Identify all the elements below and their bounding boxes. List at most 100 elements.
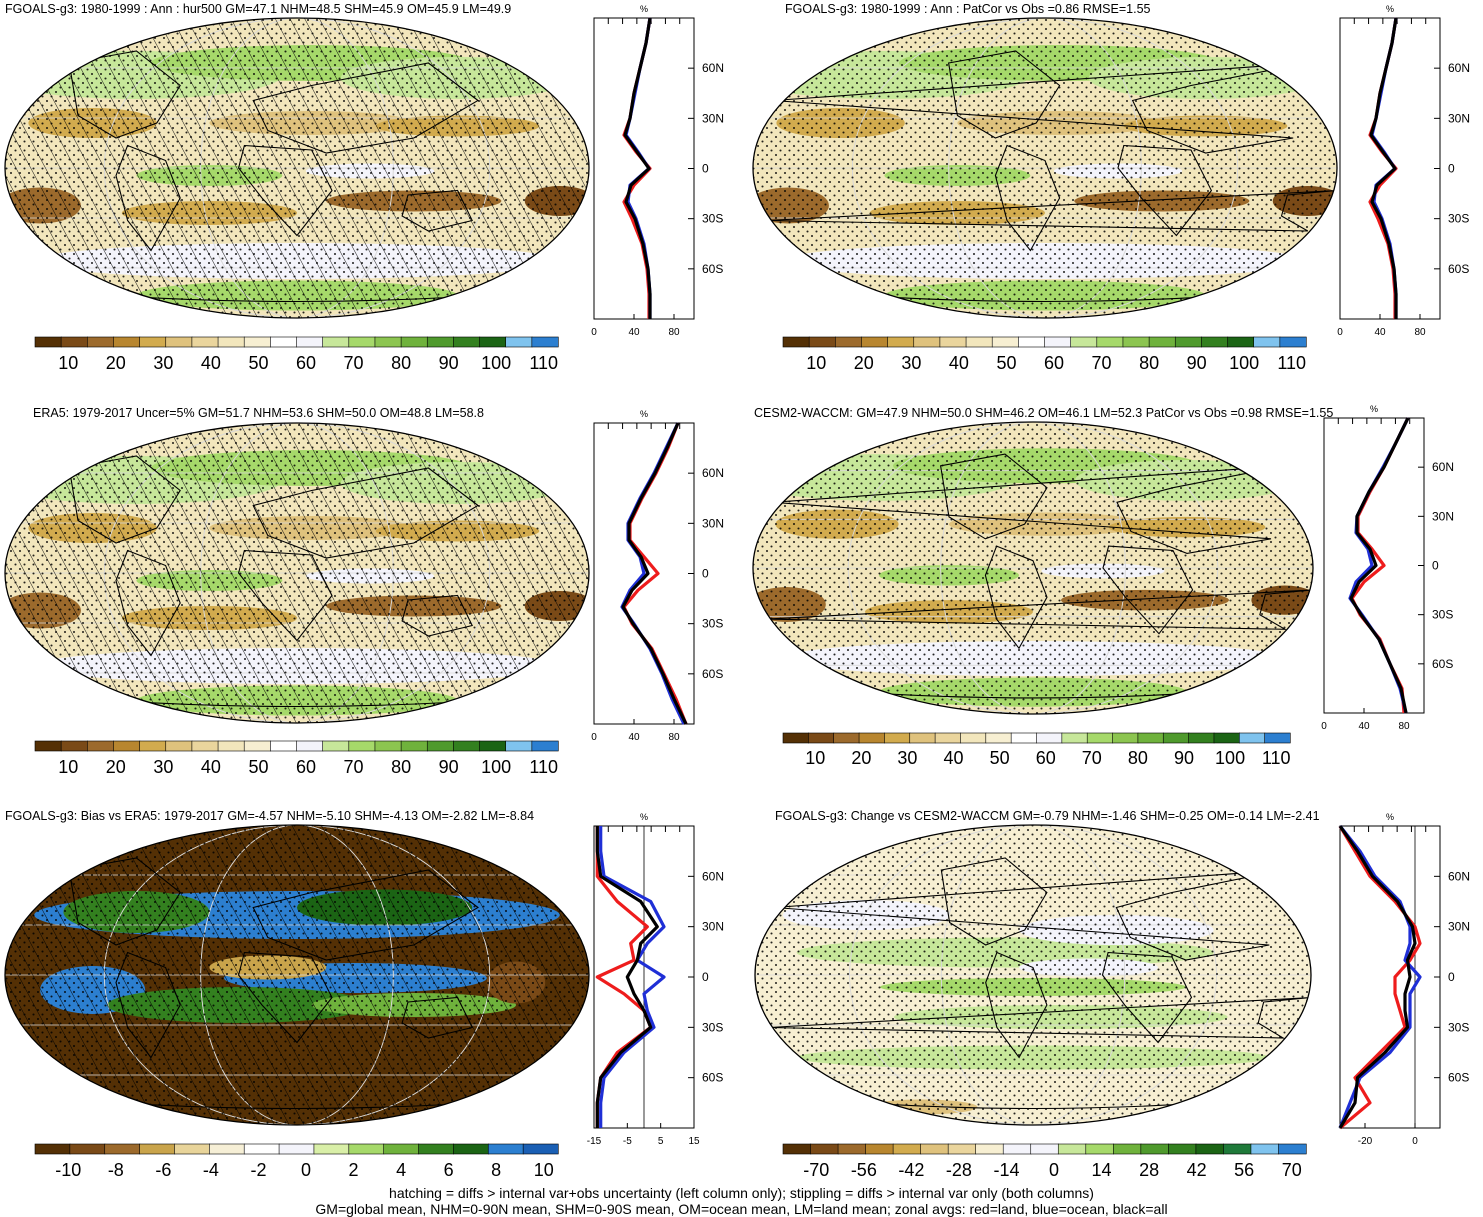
colorbar-swatch [1036, 732, 1063, 744]
colorbar-swatch [1227, 336, 1255, 348]
colorbar: 10 20 30 40 50 60 70 80 90 100 110 [782, 732, 1291, 768]
zonal-x-tick-label: -5 [623, 1136, 632, 1147]
colorbar-swatch [1086, 732, 1114, 744]
zonal-x-tick-label: -15 [587, 1136, 602, 1147]
colorbar-swatch [808, 732, 835, 744]
colorbar: 10 20 30 40 50 60 70 80 90 100 110 [34, 336, 559, 373]
colorbar-swatch [1195, 1143, 1225, 1155]
colorbar-swatch [487, 1143, 524, 1155]
colorbar-swatch [782, 336, 810, 348]
colorbar-tick-label: -10 [55, 1160, 81, 1180]
colorbar-tick-label: 4 [396, 1160, 406, 1180]
zonal-lat-tick-label: 60N [1432, 460, 1454, 474]
stippling-overlay [753, 422, 1313, 714]
colorbar-swatch [892, 1143, 922, 1155]
map-robinson [4, 422, 590, 724]
colorbar-tick-label: 20 [106, 353, 126, 373]
colorbar-swatch [920, 1143, 949, 1155]
map-robinson [4, 17, 590, 319]
colorbar-swatch [113, 740, 141, 752]
colorbar-swatch [985, 732, 1012, 744]
colorbar-swatch [505, 740, 533, 752]
colorbar-swatch [34, 1143, 71, 1155]
colorbar-tick-label: 80 [391, 353, 411, 373]
colorbar-swatch [270, 336, 298, 348]
map-robinson [752, 421, 1314, 715]
colorbar-tick-label: 14 [1092, 1160, 1112, 1180]
colorbar-swatch [1030, 1143, 1059, 1155]
zonal-line-ocean [1338, 825, 1422, 1129]
zonal-x-tick-label: 5 [658, 1136, 664, 1147]
colorbar-swatch [837, 1143, 867, 1155]
colorbar-swatch [1188, 732, 1215, 744]
colorbar-swatch [165, 336, 193, 348]
colorbar-swatch [1168, 1143, 1197, 1155]
colorbar-swatch [243, 740, 271, 752]
colorbar-swatch [782, 732, 809, 744]
colorbar-tick-label: 40 [949, 353, 969, 373]
colorbar-swatch [278, 1143, 315, 1155]
zonal-lat-tick-label: 30S [702, 1020, 723, 1034]
colorbar-swatch [374, 740, 402, 752]
colorbar-swatch [965, 336, 993, 348]
colorbar-tick-label: -8 [108, 1160, 124, 1180]
colorbar-swatch [1162, 732, 1190, 744]
colorbar-swatch [139, 740, 167, 752]
colorbar-swatch [991, 336, 1019, 348]
colorbar-swatch [1018, 336, 1046, 348]
colorbar-swatch [1223, 1143, 1252, 1155]
colorbar-swatch [1112, 732, 1139, 744]
zonal-lat-tick-label: 60N [1448, 61, 1470, 75]
zonal-lat-tick-label: 60S [1448, 262, 1469, 276]
zonal-units-label: % [1370, 404, 1378, 414]
colorbar-swatch [270, 740, 298, 752]
colorbar-tick-label: -28 [946, 1160, 972, 1180]
hatching-overlay [5, 825, 589, 1125]
zonal-plot-frame [1323, 417, 1425, 714]
colorbar-tick-label: -6 [155, 1160, 171, 1180]
colorbar-swatch [865, 1143, 894, 1155]
colorbar-swatch [426, 740, 455, 752]
zonal-line-ocean [599, 826, 666, 1128]
colorbar-swatch [348, 1143, 385, 1155]
colorbar-swatch [426, 336, 455, 348]
zonal-lat-tick-label: 30N [1432, 509, 1454, 523]
map-robinson [754, 824, 1312, 1126]
map-border [4, 824, 590, 1126]
colorbar-swatch [296, 336, 324, 348]
zonal-x-tick-label: 0 [591, 732, 597, 743]
colorbar-tick-label: 40 [944, 748, 964, 768]
colorbar-swatch [975, 1143, 1004, 1155]
colorbar-swatch [531, 740, 559, 752]
zonal-lat-tick-label: 60S [702, 262, 723, 276]
colorbar-swatch [104, 1143, 141, 1155]
colorbar-swatch [60, 336, 88, 348]
zonal-x-tick-label: 40 [1358, 721, 1370, 732]
colorbar-tick-label: 60 [296, 353, 316, 373]
colorbar-swatch [522, 1143, 559, 1155]
panel-title: FGOALS-g3: 1980-1999 : Ann : hur500 GM=4… [5, 2, 511, 16]
colorbar-swatch [174, 1143, 210, 1155]
colorbar-swatch [191, 740, 219, 752]
colorbar-swatch [884, 732, 911, 744]
hatching-overlay [5, 423, 589, 723]
zonal-lat-tick-label: 60S [1448, 1071, 1469, 1085]
colorbar-tick-label: 40 [201, 353, 221, 373]
zonal-x-tick-label: 40 [628, 327, 640, 338]
zonal-mean-plot: % 60N 30N 0 30S 60S 0 40 80 [1337, 4, 1470, 338]
panel-title: FGOALS-g3: 1980-1999 : Ann : PatCor vs O… [785, 2, 1151, 16]
colorbar-tick-label: 50 [248, 353, 268, 373]
colorbar-swatch [191, 336, 219, 348]
zonal-lat-tick-label: 30N [1448, 111, 1470, 125]
zonal-lat-tick-label: 60S [702, 1071, 723, 1085]
panel-title: FGOALS-g3: Bias vs ERA5: 1979-2017 GM=-4… [5, 809, 534, 823]
colorbar-swatch [934, 732, 962, 744]
zonal-x-tick-label: 80 [1398, 721, 1410, 732]
zonal-mean-plot: % 60N 30N 0 30S 60S 0 40 80 [1321, 404, 1454, 732]
colorbar-tick-label: 80 [1139, 353, 1159, 373]
colorbar-tick-label: 100 [481, 757, 511, 777]
colorbar-tick-label: 10 [806, 353, 826, 373]
zonal-x-tick-label: 0 [1337, 327, 1343, 338]
colorbar-tick-label: 70 [1082, 748, 1102, 768]
zonal-mean-plot: % 60N 30N 0 30S 60S -15 -5 5 15 [587, 812, 724, 1147]
